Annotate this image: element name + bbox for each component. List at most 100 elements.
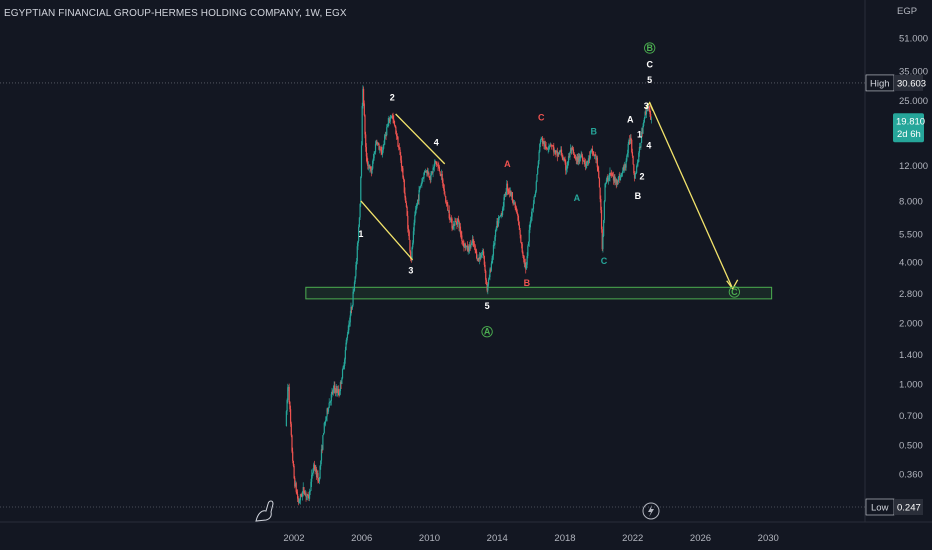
candle-body xyxy=(309,490,311,492)
annotation-line xyxy=(395,113,446,165)
candle-body xyxy=(592,152,594,155)
candle-body xyxy=(551,145,554,147)
candle-body xyxy=(580,155,582,157)
candle-body xyxy=(361,106,363,146)
candle-body xyxy=(634,173,636,179)
candle-body xyxy=(344,349,346,360)
high-tag-label: High xyxy=(870,78,890,89)
candle-body xyxy=(335,388,337,393)
candle-body xyxy=(525,262,527,269)
candle-body xyxy=(304,493,306,495)
candle-body xyxy=(499,215,502,217)
candle-body xyxy=(366,156,368,163)
candle-body xyxy=(560,149,562,153)
candle-body xyxy=(500,213,502,216)
candle-body xyxy=(395,133,398,137)
candle-body xyxy=(308,490,311,499)
x-tick-label: 2026 xyxy=(690,533,711,544)
wave-label: A xyxy=(484,327,491,337)
annotation-line xyxy=(649,102,734,290)
candle-body xyxy=(605,179,608,184)
candle-body xyxy=(332,391,334,393)
candle-body xyxy=(567,156,570,163)
candle-body xyxy=(630,137,632,140)
candle-body xyxy=(546,148,548,150)
candle-body xyxy=(473,244,476,246)
candle-body xyxy=(405,202,408,207)
candle-body xyxy=(542,141,544,144)
candle-body xyxy=(541,138,543,140)
bar-countdown: 2d 6h xyxy=(897,129,921,140)
candle-body xyxy=(648,107,650,111)
candle-body xyxy=(433,166,435,169)
candle-body xyxy=(352,291,354,306)
candle-body xyxy=(311,474,313,482)
candle-body xyxy=(636,165,638,173)
candle-body xyxy=(346,338,348,343)
candle-body xyxy=(444,194,446,197)
candle-body xyxy=(394,125,396,128)
candle-body xyxy=(458,221,460,229)
candle-body xyxy=(472,239,474,243)
candle-body xyxy=(490,263,492,271)
candle-body xyxy=(356,246,358,261)
candle-body xyxy=(488,277,490,280)
candle-body xyxy=(353,282,356,291)
wave-label: B xyxy=(635,191,642,201)
candle-body xyxy=(416,202,418,208)
candle-body xyxy=(510,190,512,196)
candle-body xyxy=(301,491,304,497)
candle-body xyxy=(448,210,450,219)
candle-body xyxy=(466,245,468,247)
candle-body xyxy=(509,190,511,193)
candle-body xyxy=(289,401,291,410)
candle-body xyxy=(501,213,503,216)
candle-body xyxy=(572,147,574,150)
candle-body xyxy=(642,125,644,134)
y-tick-label: 25.000 xyxy=(899,96,928,107)
candle-body xyxy=(441,173,443,180)
high-value: 30.603 xyxy=(897,78,926,89)
candle-body xyxy=(607,178,610,181)
y-tick-label: 0.700 xyxy=(899,411,923,422)
candle-body xyxy=(626,153,629,156)
candle-body xyxy=(384,135,386,136)
last-price-tag xyxy=(893,113,924,143)
candle-body xyxy=(591,148,594,153)
candle-body xyxy=(650,118,652,120)
x-tick-label: 2022 xyxy=(622,533,643,544)
candle-body xyxy=(494,237,496,245)
candle-body xyxy=(480,257,482,259)
lightning-icon[interactable] xyxy=(642,502,660,520)
candle-body xyxy=(350,306,352,316)
candle-body xyxy=(520,234,522,243)
candle-body xyxy=(379,149,382,151)
wave-label: 1 xyxy=(358,229,363,239)
candle-body xyxy=(485,279,488,283)
candle-body xyxy=(348,322,351,325)
candle-body xyxy=(593,154,595,156)
x-tick-label: 2018 xyxy=(554,533,575,544)
candle-body xyxy=(544,144,546,147)
candle-body xyxy=(315,469,317,471)
candle-body xyxy=(419,185,422,188)
candle-body xyxy=(481,252,483,255)
candle-body xyxy=(327,407,330,412)
candle-body xyxy=(579,158,581,161)
candle-body xyxy=(376,141,378,145)
candle-body xyxy=(503,197,505,207)
candle-body xyxy=(463,244,465,248)
candle-body xyxy=(471,239,473,243)
candle-body xyxy=(615,179,617,184)
candle-body xyxy=(628,139,630,145)
wave-label: A xyxy=(504,159,511,169)
candle-body xyxy=(543,141,545,147)
candle-body xyxy=(315,469,318,478)
wave-label: 2 xyxy=(640,172,645,182)
candle-body xyxy=(307,493,309,496)
dino-logo-icon[interactable] xyxy=(255,500,274,522)
wave-label: C xyxy=(601,256,608,266)
candle-body xyxy=(493,244,495,246)
candle-body xyxy=(643,118,645,123)
